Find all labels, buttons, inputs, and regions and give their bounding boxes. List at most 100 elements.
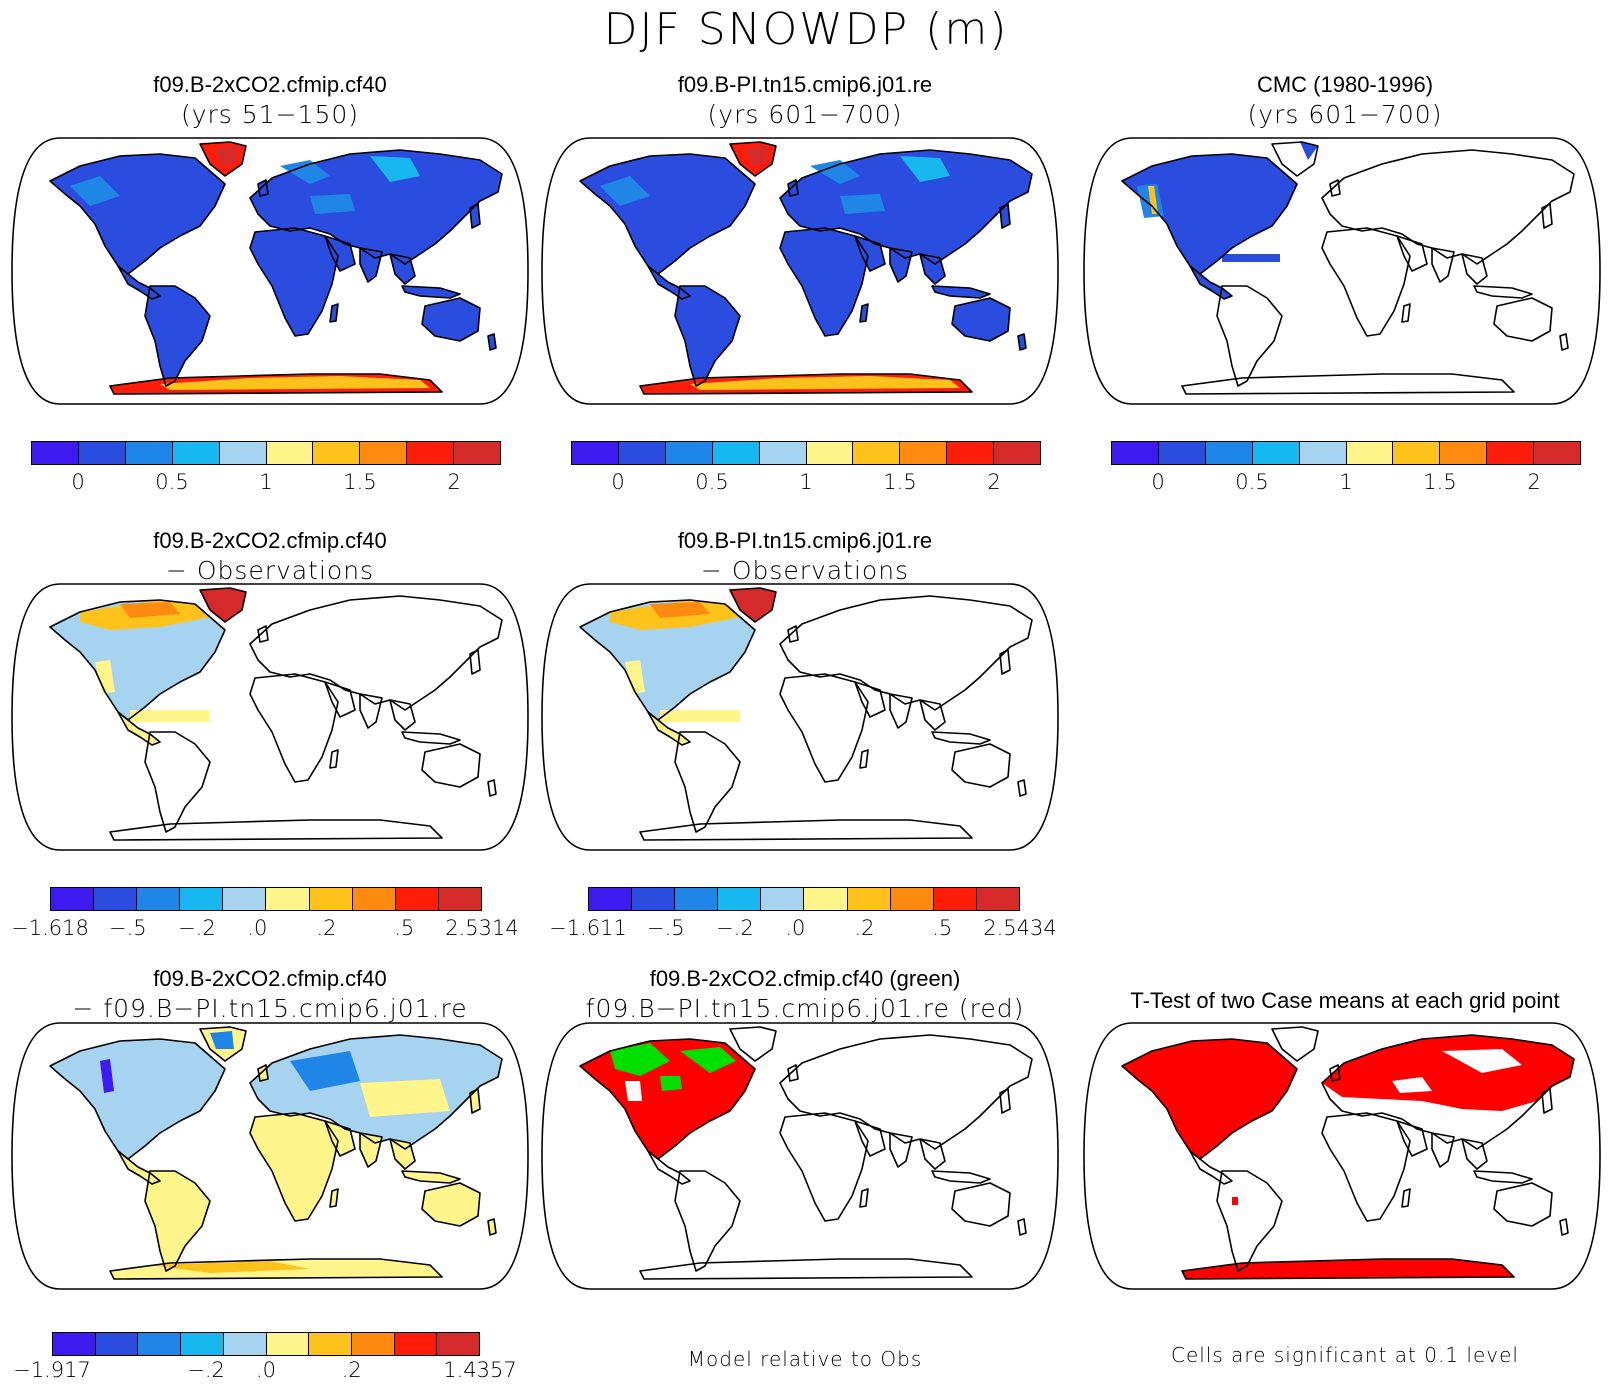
panel-2-title: f09.B-PI.tn15.cmip6.j01.re — [677, 72, 933, 97]
colorbar-swatch — [1299, 442, 1347, 464]
map-panel-6 — [10, 1021, 530, 1291]
colorbar-swatch — [223, 888, 267, 910]
panel-5-subtitle: − Observations — [700, 556, 910, 585]
colorbar-swatch — [219, 442, 267, 464]
map-panel-4 — [10, 582, 530, 852]
colorbar-swatch — [1158, 442, 1206, 464]
colorbar-swatch — [223, 1333, 267, 1355]
world-map — [11, 137, 529, 405]
colorbar-swatch — [853, 442, 901, 464]
colorbar-tick-label: .0 — [255, 1358, 277, 1382]
colorbar-tick-label: 2 — [1527, 470, 1541, 494]
colorbar-swatch — [994, 442, 1041, 464]
colorbar-tick-label: −1.618 — [11, 916, 89, 940]
colorbar-6 — [52, 1332, 480, 1356]
panel-1-title: f09.B-2xCO2.cfmip.cf40 — [153, 72, 387, 97]
panel-6-subtitle: − f09.B−PI.tn15.cmip6.j01.re — [72, 994, 468, 1023]
colorbar-4 — [50, 887, 482, 911]
colorbar-swatch — [78, 442, 126, 464]
colorbar-tick-label: 2 — [447, 470, 461, 494]
colorbar-swatch — [95, 1333, 139, 1355]
colorbar-swatch — [266, 1333, 310, 1355]
panel-7-title: f09.B-2xCO2.cfmip.cf40 (green) — [649, 966, 961, 991]
colorbar-tick-label: −.2 — [187, 1358, 225, 1382]
colorbar-swatch — [32, 442, 79, 464]
colorbar-2 — [571, 441, 1041, 465]
colorbar-swatch — [1393, 442, 1441, 464]
colorbar-tick-label: 0 — [611, 470, 625, 494]
colorbar-swatch — [761, 888, 805, 910]
colorbar-swatch — [675, 888, 719, 910]
panel-5-title: f09.B-PI.tn15.cmip6.j01.re — [677, 528, 933, 553]
colorbar-swatch — [438, 888, 481, 910]
panel-2-subtitle: (yrs 601−700) — [707, 100, 903, 129]
colorbar-4-labels: −1.618 −.5 −.2 .0 .2 .5 2.5314 — [11, 916, 519, 944]
panel-1-subtitle: (yrs 51−150) — [180, 100, 360, 129]
colorbar-1-labels: 0 0.5 1 1.5 2 — [31, 470, 501, 498]
colorbar-swatch — [900, 442, 948, 464]
world-map — [1083, 137, 1601, 405]
colorbar-swatch — [138, 1333, 182, 1355]
colorbar-swatch — [665, 442, 713, 464]
colorbar-swatch — [933, 888, 977, 910]
world-map — [541, 137, 1059, 405]
colorbar-tick-label: −.5 — [646, 916, 685, 940]
colorbar-tick-label: 2.5434 — [983, 916, 1057, 940]
colorbar-swatch — [437, 1333, 480, 1355]
colorbar-tick-label: 1.4357 — [443, 1358, 517, 1382]
colorbar-swatch — [632, 888, 676, 910]
colorbar-swatch — [1487, 442, 1535, 464]
map-panel-2 — [540, 136, 1060, 406]
colorbar-tick-label: 0.5 — [155, 470, 189, 494]
panel-3-subtitle: (yrs 601−700) — [1247, 100, 1443, 129]
colorbar-swatch — [137, 888, 181, 910]
map-panel-7 — [540, 1021, 1060, 1291]
map-panel-3 — [1082, 136, 1602, 406]
figure-title: DJF SNOWDP (m) — [603, 4, 1009, 55]
colorbar-tick-label: −.2 — [716, 916, 754, 940]
colorbar-tick-label: 1 — [1339, 470, 1353, 494]
colorbar-swatch — [847, 888, 891, 910]
colorbar-swatch — [804, 888, 848, 910]
colorbar-tick-label: .2 — [341, 1358, 362, 1382]
colorbar-swatch — [572, 442, 619, 464]
colorbar-swatch — [125, 442, 173, 464]
colorbar-swatch — [266, 888, 310, 910]
world-map — [11, 1022, 529, 1290]
colorbar-tick-label: −.2 — [178, 916, 216, 940]
colorbar-swatch — [589, 888, 633, 910]
colorbar-tick-label: −.5 — [108, 916, 147, 940]
colorbar-swatch — [1112, 442, 1159, 464]
colorbar-6-labels: −1.917 −.2 .0 .2 1.4357 — [13, 1358, 517, 1386]
colorbar-swatch — [1534, 442, 1581, 464]
colorbar-swatch — [806, 442, 854, 464]
colorbar-swatch — [94, 888, 138, 910]
colorbar-swatch — [266, 442, 314, 464]
panel-7-subtitle: f09.B−PI.tn15.cmip6.j01.re (red) — [585, 994, 1025, 1023]
colorbar-tick-label: 0.5 — [1235, 470, 1269, 494]
map-panel-8 — [1082, 1021, 1602, 1291]
colorbar-tick-label: −1.917 — [13, 1358, 91, 1382]
model-relative-note: Model relative to Obs — [687, 1347, 923, 1371]
colorbar-2-labels: 0 0.5 1 1.5 2 — [571, 470, 1041, 498]
map-panel-1 — [10, 136, 530, 406]
colorbar-1 — [31, 441, 501, 465]
colorbar-swatch — [309, 888, 353, 910]
colorbar-tick-label: .0 — [785, 916, 806, 940]
significance-note: Cells are significant at 0.1 level — [1171, 1343, 1519, 1367]
colorbar-tick-label: .5 — [394, 916, 415, 940]
colorbar-swatch — [1346, 442, 1394, 464]
colorbar-swatch — [407, 442, 455, 464]
world-map — [541, 583, 1059, 851]
colorbar-tick-label: .2 — [316, 916, 337, 940]
colorbar-swatch — [172, 442, 220, 464]
colorbar-swatch — [360, 442, 408, 464]
colorbar-swatch — [352, 888, 396, 910]
colorbar-3 — [1111, 441, 1581, 465]
world-map — [541, 1022, 1059, 1290]
colorbar-swatch — [351, 1333, 395, 1355]
colorbar-tick-label: 1 — [799, 470, 813, 494]
colorbar-tick-label: 1 — [259, 470, 273, 494]
world-map — [11, 583, 529, 851]
colorbar-swatch — [976, 888, 1019, 910]
